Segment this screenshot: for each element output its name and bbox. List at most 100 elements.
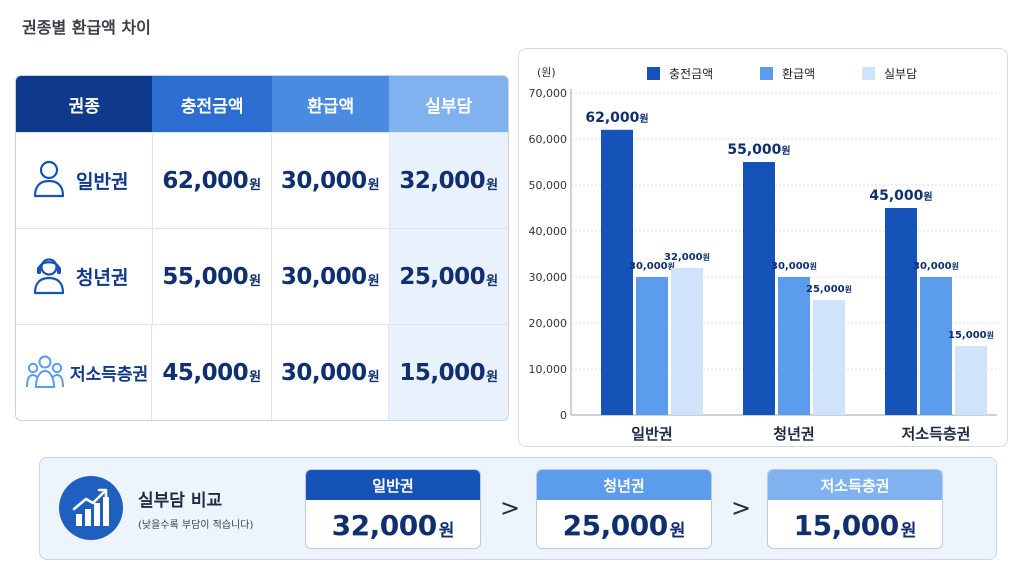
header-refund: 환급액 — [271, 76, 390, 132]
burden-cell: 25,000 원 — [389, 229, 508, 324]
charge-value: 45,000 — [162, 359, 249, 386]
bar-value-label: 30,000원 — [913, 261, 959, 272]
group-icon — [26, 353, 64, 393]
legend-label: 환급액 — [782, 67, 815, 81]
burden-comparison-panel: 실부담 비교 (낮을수록 부담이 적습니다) 일반권 32,000 원 > 청년권… — [39, 457, 997, 560]
bar — [955, 346, 987, 415]
header-burden: 실부담 — [389, 76, 508, 132]
bar — [813, 300, 845, 415]
y-tick-label: 60,000 — [529, 133, 568, 146]
y-tick-label: 0 — [560, 409, 567, 422]
compare-subtitle: (낮을수록 부담이 적습니다) — [138, 520, 254, 531]
bar — [601, 129, 633, 416]
charge-cell: 55,000 원 — [153, 229, 272, 324]
x-category-label: 청년권 — [773, 425, 814, 443]
person-icon — [32, 159, 66, 203]
y-unit-label: (원) — [537, 66, 556, 79]
row-type-label: 일반권 — [76, 171, 129, 193]
table-row: 저소득층권 45,000 원 30,000 원 15,000 원 — [16, 324, 508, 420]
bar — [885, 208, 917, 415]
unit-label: 원 — [438, 520, 455, 541]
table-row: 청년권 55,000 원 30,000 원 25,000 원 — [16, 228, 508, 324]
unit-label: 원 — [249, 178, 262, 193]
rising-bar-chart-icon — [59, 476, 123, 540]
header-type: 권종 — [16, 76, 153, 132]
bar — [743, 162, 775, 415]
bar-value-unit: 원 — [781, 144, 790, 157]
compare-value: 32,000 — [331, 508, 438, 542]
charge-cell: 62,000 원 — [153, 133, 272, 228]
legend-label: 실부담 — [884, 67, 917, 81]
unit-label: 원 — [669, 520, 686, 541]
bar-chart: (원) 충전금액 환급액 실부담 0 10,000 20,000 30,000 40,000 50… — [529, 66, 997, 443]
headset-person-icon — [32, 255, 66, 299]
legend-swatch — [760, 67, 773, 80]
unit-label: 원 — [367, 274, 380, 289]
comparison-table: 권종 충전금액 환급액 실부담 일반권 62,000 원 30,000 원 32,0… — [15, 75, 509, 421]
compare-box-general: 일반권 32,000 원 — [305, 469, 481, 549]
compare-box-label: 저소득층권 — [768, 470, 942, 500]
charge-value: 55,000 — [162, 263, 249, 290]
bar-value-unit: 원 — [845, 284, 852, 294]
row-type-cell: 저소득층권 — [16, 325, 153, 420]
row-type-label: 저소득층권 — [70, 365, 149, 385]
compare-box-label: 청년권 — [537, 470, 711, 500]
y-tick-label: 10,000 — [529, 363, 568, 376]
legend-swatch — [647, 67, 660, 80]
burden-cell: 15,000 원 — [389, 325, 508, 420]
bar-value-label: 15,000원 — [948, 330, 994, 341]
compare-box-youth: 청년권 25,000 원 — [536, 469, 712, 549]
legend-swatch — [862, 67, 875, 80]
x-category-label: 일반권 — [631, 425, 672, 443]
unit-label: 원 — [486, 178, 499, 193]
unit-label: 원 — [249, 370, 262, 385]
compare-box-value: 25,000 원 — [537, 500, 711, 548]
bar-value-unit: 원 — [668, 261, 675, 271]
bar — [636, 277, 668, 415]
compare-title: 실부담 비교 — [138, 491, 223, 511]
burden-value: 15,000 — [399, 359, 486, 386]
row-type-cell: 청년권 — [16, 229, 153, 324]
x-category-label: 저소득층권 — [901, 425, 970, 443]
compare-box-low-income: 저소득층권 15,000 원 — [767, 469, 943, 549]
unit-label: 원 — [486, 274, 499, 289]
row-type-label: 청년권 — [76, 267, 129, 289]
unit-label: 원 — [367, 178, 380, 193]
legend-label: 충전금액 — [669, 67, 713, 81]
burden-value: 32,000 — [399, 167, 486, 194]
bar-value-unit: 원 — [987, 330, 994, 340]
bar-value-label: 55,000원 — [727, 142, 790, 158]
compare-box-label: 일반권 — [306, 470, 480, 500]
header-charge: 충전금액 — [152, 76, 272, 132]
refund-cell: 30,000 원 — [272, 133, 390, 228]
burden-cell: 32,000 원 — [389, 133, 508, 228]
compare-value: 25,000 — [562, 508, 669, 542]
bar-value-label: 45,000원 — [869, 188, 932, 204]
bar-chart-card: (원) 충전금액 환급액 실부담 0 10,000 20,000 30,000 40,000 50… — [518, 48, 1008, 447]
bar-value-label: 32,000원 — [664, 252, 710, 263]
compare-box-value: 32,000 원 — [306, 500, 480, 548]
y-tick-label: 40,000 — [529, 225, 568, 238]
burden-value: 25,000 — [399, 263, 486, 290]
unit-label: 원 — [367, 370, 380, 385]
bar-value-unit: 원 — [703, 252, 710, 262]
bar-value-label: 62,000원 — [585, 110, 648, 126]
bar-value-label: 25,000원 — [806, 284, 852, 295]
bar — [671, 267, 703, 415]
unit-label: 원 — [486, 370, 499, 385]
page-title: 권종별 환급액 차이 — [22, 18, 151, 37]
table-row: 일반권 62,000 원 30,000 원 32,000 원 — [16, 132, 508, 228]
bar-value-unit: 원 — [923, 190, 932, 203]
charge-cell: 45,000 원 — [152, 325, 272, 420]
refund-value: 30,000 — [280, 167, 367, 194]
bar-value-label: 30,000원 — [629, 261, 675, 272]
bar-value-unit: 원 — [810, 261, 817, 271]
compare-value: 15,000 — [793, 508, 900, 542]
bar-value-unit: 원 — [639, 112, 648, 125]
refund-value: 30,000 — [280, 263, 367, 290]
y-tick-label: 50,000 — [529, 179, 568, 192]
refund-value: 30,000 — [280, 359, 367, 386]
greater-than-sign: > — [500, 494, 521, 522]
y-tick-label: 20,000 — [529, 317, 568, 330]
bar-value-unit: 원 — [952, 261, 959, 271]
